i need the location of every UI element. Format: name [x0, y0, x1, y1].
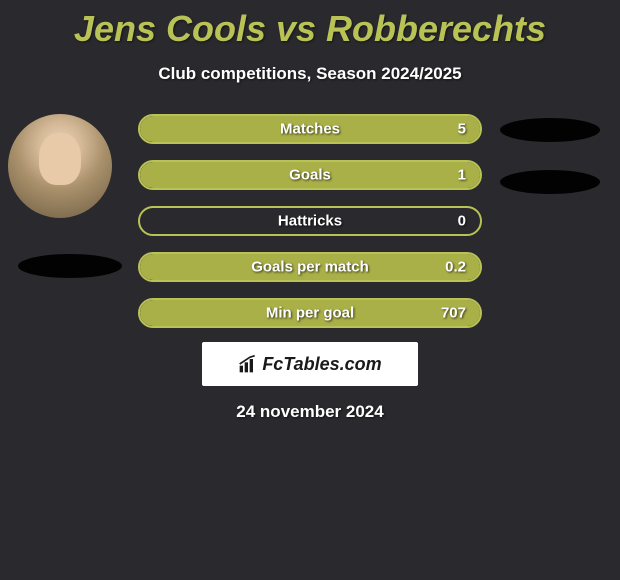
- page-title: Jens Cools vs Robberechts: [0, 0, 620, 50]
- shadow-ellipse-right-1: [500, 118, 600, 142]
- stat-label: Goals: [289, 167, 331, 184]
- shadow-ellipse-left: [18, 254, 122, 278]
- stat-value: 707: [441, 305, 466, 322]
- stat-row-goals: Goals 1: [138, 160, 482, 190]
- stat-row-min-per-goal: Min per goal 707: [138, 298, 482, 328]
- logo-label: FcTables.com: [262, 354, 381, 375]
- date-text: 24 november 2024: [236, 402, 383, 422]
- stat-value: 1: [458, 167, 466, 184]
- stat-value: 5: [458, 121, 466, 138]
- stat-label: Hattricks: [278, 213, 342, 230]
- stat-value: 0.2: [445, 259, 466, 276]
- subtitle: Club competitions, Season 2024/2025: [0, 64, 620, 84]
- stat-row-hattricks: Hattricks 0: [138, 206, 482, 236]
- logo-text: FcTables.com: [238, 354, 381, 375]
- stats-container: Matches 5 Goals 1 Hattricks 0 Goals per …: [138, 114, 482, 344]
- logo-box[interactable]: FcTables.com: [202, 342, 418, 386]
- stat-row-matches: Matches 5: [138, 114, 482, 144]
- chart-icon: [238, 354, 258, 374]
- stat-label: Goals per match: [251, 259, 369, 276]
- stat-value: 0: [458, 213, 466, 230]
- player-avatar-left: [8, 114, 112, 218]
- stat-row-goals-per-match: Goals per match 0.2: [138, 252, 482, 282]
- stat-label: Min per goal: [266, 305, 354, 322]
- shadow-ellipse-right-2: [500, 170, 600, 194]
- stat-label: Matches: [280, 121, 340, 138]
